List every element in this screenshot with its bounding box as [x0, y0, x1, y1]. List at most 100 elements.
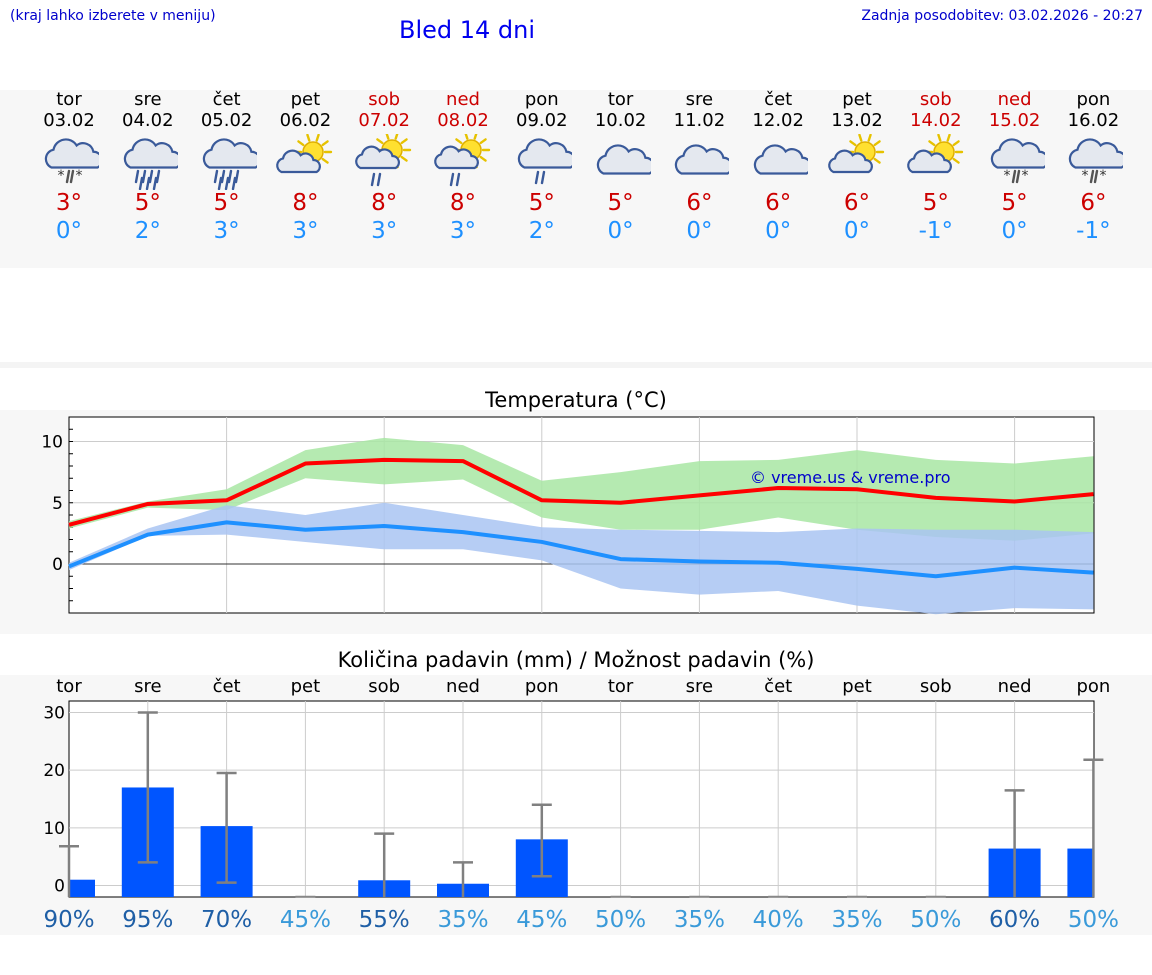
- day-column: sob 07.02 8° 3°: [344, 90, 424, 245]
- day-date: 11.02: [673, 110, 726, 131]
- day-column: tor 10.02 5° 0°: [581, 90, 661, 245]
- max-temperature: 5°: [607, 190, 634, 216]
- day-date: 16.02: [1067, 110, 1120, 131]
- precipitation-chart-title: Količina padavin (mm) / Možnost padavin …: [337, 648, 815, 672]
- x-tick-label: čet: [764, 676, 792, 697]
- day-column: pet 06.02 8° 3°: [265, 90, 345, 245]
- watermark: © vreme.us & vreme.pro: [750, 468, 951, 487]
- cloud-snow-icon: * *: [1069, 138, 1124, 184]
- max-temperature: 5°: [528, 190, 555, 216]
- day-column: čet 12.02 6° 0°: [738, 90, 818, 245]
- day-name: ned: [997, 89, 1032, 110]
- max-temperature: 6°: [765, 190, 792, 216]
- min-temperature: 2°: [134, 218, 161, 244]
- precipitation-probability: 45%: [280, 907, 331, 933]
- day-date: 09.02: [516, 110, 568, 131]
- x-tick-label: pet: [291, 676, 321, 697]
- day-column: pon 16.02 * * 6° -1°: [1053, 90, 1133, 245]
- day-date: 06.02: [279, 110, 332, 131]
- x-tick-label: tor: [608, 676, 634, 697]
- cloud-icon: [596, 144, 651, 175]
- max-temperature: 5°: [134, 190, 161, 216]
- precipitation-probability: 35%: [831, 907, 882, 933]
- precipitation-bar: [1067, 848, 1094, 897]
- precipitation-chart: 0 10 20 30 tor sre čet pet sob ned pon tor sre čet pet…: [43, 676, 1119, 933]
- max-temperature: 6°: [686, 190, 713, 216]
- day-name: pet: [842, 89, 872, 110]
- svg-text:*: *: [58, 168, 65, 184]
- day-name: sre: [134, 89, 162, 110]
- sun-cloud-icon: [828, 134, 885, 174]
- max-temperature: 6°: [843, 190, 871, 216]
- y-tick-label: 0: [52, 555, 63, 575]
- svg-text:*: *: [1021, 168, 1028, 184]
- precipitation-probability: 90%: [43, 907, 94, 933]
- svg-text:*: *: [1082, 168, 1089, 184]
- min-temperature-line: [68, 520, 1094, 579]
- x-tick-label: ned: [998, 676, 1032, 697]
- day-column: ned 08.02 8° 3°: [423, 90, 503, 245]
- x-tick-label: ned: [446, 676, 480, 697]
- precipitation-probability: 50%: [595, 907, 646, 933]
- day-date: 10.02: [594, 110, 647, 131]
- day-column: sre 04.02 5° 2°: [108, 90, 188, 245]
- min-temperature: 0°: [765, 218, 792, 244]
- day-name: sob: [368, 89, 401, 110]
- precipitation-probability: 60%: [989, 907, 1040, 933]
- sun-cloud-icon: [906, 134, 963, 174]
- min-temperature: 0°: [607, 218, 634, 244]
- max-temperature: 8°: [292, 190, 319, 216]
- day-date: 03.02: [43, 110, 95, 131]
- y-tick-label: 0: [54, 876, 65, 896]
- cloud-light-rain-icon: [517, 138, 572, 185]
- max-temperature: 8°: [449, 190, 477, 216]
- precipitation-probability: 50%: [1068, 907, 1119, 933]
- day-name: sre: [685, 89, 714, 110]
- day-name: pon: [1076, 89, 1111, 110]
- x-tick-label: pet: [842, 676, 872, 697]
- min-temperature: -1°: [1076, 218, 1111, 244]
- daily-forecast-strip: [0, 90, 1152, 268]
- day-column: sob 14.02 5° -1°: [896, 90, 976, 245]
- day-date: 08.02: [437, 110, 489, 131]
- cloud-rain-icon: [123, 138, 178, 190]
- y-tick-label: 5: [52, 494, 63, 514]
- day-column: pet 13.02 6° 0°: [817, 90, 897, 245]
- sun-cloud-rain-icon: [355, 134, 412, 187]
- day-date: 05.02: [200, 110, 253, 131]
- x-tick-label: tor: [56, 676, 82, 697]
- max-temperature: 3°: [55, 190, 83, 216]
- precipitation-probability: 50%: [910, 907, 961, 933]
- day-name: sob: [919, 89, 952, 110]
- day-column: tor 03.02 * * 3° 0°: [29, 90, 109, 245]
- last-update: Zadnja posodobitev: 03.02.2026 - 20:27: [861, 8, 1143, 24]
- min-temperature: 3°: [449, 218, 477, 244]
- day-date: 07.02: [358, 110, 410, 131]
- svg-text:*: *: [76, 168, 83, 184]
- max-temperature-line: [68, 457, 1094, 527]
- day-date: 04.02: [122, 110, 174, 131]
- min-temperature: 0°: [843, 218, 871, 244]
- min-temperature: 0°: [1001, 218, 1028, 244]
- min-temperature: 3°: [213, 218, 240, 244]
- day-name: čet: [212, 89, 241, 110]
- temperature-chart-title: Temperatura (°C): [485, 388, 667, 412]
- precipitation-probability: 35%: [437, 907, 488, 933]
- y-tick-label: 10: [43, 819, 65, 839]
- x-tick-label: pon: [1076, 676, 1110, 697]
- day-name: tor: [56, 89, 82, 110]
- svg-text:*: *: [1100, 168, 1107, 184]
- sun-cloud-rain-icon: [434, 134, 491, 187]
- sun-cloud-icon: [276, 134, 333, 174]
- day-column: pon 09.02 5° 2°: [502, 90, 582, 245]
- max-temperature: 6°: [1080, 190, 1107, 216]
- page-title: Bled 14 dni: [399, 16, 536, 44]
- max-temperature: 5°: [922, 190, 949, 216]
- cloud-icon: [754, 144, 809, 175]
- min-temperature: 0°: [55, 218, 83, 244]
- temperature-chart: 0 5 10 © vreme.us & vreme.pro: [41, 416, 1095, 615]
- y-tick-label: 30: [43, 704, 65, 724]
- precipitation-probability: 40%: [753, 907, 804, 933]
- section-divider: [0, 362, 1152, 368]
- location-hint: (kraj lahko izberete v meniju): [10, 8, 216, 24]
